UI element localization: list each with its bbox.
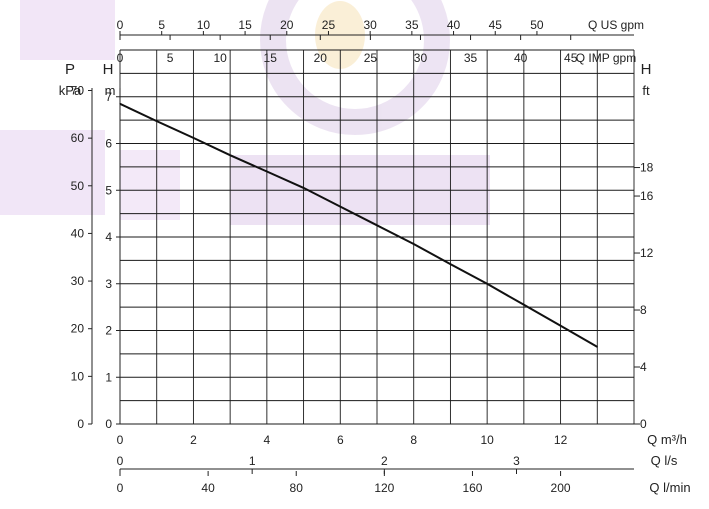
curve-point bbox=[597, 346, 598, 347]
lmin-scale-tick-label: 200 bbox=[551, 481, 571, 495]
pressure-axis-unit: kPa bbox=[59, 83, 82, 98]
curve-point bbox=[560, 325, 561, 326]
x-tick-label: 4 bbox=[264, 433, 271, 447]
head-m-axis-unit: m bbox=[105, 83, 116, 98]
head-ft-axis-label: H bbox=[641, 61, 652, 78]
chart-grid bbox=[120, 50, 634, 424]
head-ft-tick-label: 0 bbox=[640, 417, 647, 431]
imp-gpm-tick-label: 30 bbox=[414, 51, 428, 65]
head-ft-tick-label: 4 bbox=[640, 360, 647, 374]
ls-scale-tick-label: 3 bbox=[513, 454, 520, 468]
curve-point bbox=[450, 264, 451, 265]
us-gpm-tick-label: 25 bbox=[322, 18, 336, 32]
lmin-axis-label: Q l/min bbox=[649, 480, 690, 495]
x-axis-label: Q m³/h bbox=[647, 432, 687, 447]
head-m-tick-label: 1 bbox=[105, 370, 112, 384]
imp-gpm-tick-label: 5 bbox=[167, 51, 174, 65]
ls-scale-tick-label: 0 bbox=[117, 454, 124, 468]
head-m-axis-label: H bbox=[103, 61, 114, 78]
x-tick-label: 6 bbox=[337, 433, 344, 447]
lmin-scale-tick-label: 80 bbox=[290, 481, 304, 495]
head-ft-tick-label: 16 bbox=[640, 189, 654, 203]
us-gpm-tick-label: 45 bbox=[489, 18, 503, 32]
curve-point bbox=[487, 283, 488, 284]
lmin-scale-tick-label: 120 bbox=[374, 481, 394, 495]
curve-point bbox=[230, 155, 231, 156]
lmin-scale-tick-label: 0 bbox=[117, 481, 124, 495]
chart-curves bbox=[119, 103, 597, 347]
x-tick-label: 2 bbox=[190, 433, 197, 447]
x-tick-label: 8 bbox=[410, 433, 417, 447]
imp-gpm-tick-label: 15 bbox=[264, 51, 278, 65]
head-m-tick-label: 6 bbox=[105, 137, 112, 151]
x-tick-label: 0 bbox=[117, 433, 124, 447]
imp-gpm-tick-label: 25 bbox=[364, 51, 378, 65]
curve-point bbox=[523, 304, 524, 305]
lmin-scale-tick-label: 40 bbox=[201, 481, 215, 495]
head-m-tick-label: 4 bbox=[105, 230, 112, 244]
head-m-tick-label: 5 bbox=[105, 183, 112, 197]
pressure-axis-label: P bbox=[65, 61, 75, 78]
pressure-tick-label: 50 bbox=[71, 179, 85, 193]
pressure-tick-label: 60 bbox=[71, 131, 85, 145]
curve-point bbox=[193, 137, 194, 138]
pump-curve bbox=[120, 104, 597, 347]
us-gpm-tick-label: 0 bbox=[117, 18, 124, 32]
imp-gpm-tick-label: 20 bbox=[314, 51, 328, 65]
head-ft-axis-unit: ft bbox=[642, 83, 650, 98]
us-gpm-axis-label: Q US gpm bbox=[588, 18, 644, 32]
imp-gpm-tick-label: 0 bbox=[117, 51, 124, 65]
x-tick-label: 12 bbox=[554, 433, 568, 447]
chart-axes bbox=[88, 31, 640, 476]
tick-labels: 010203040506070PkPa01234567Hm048121618Hf… bbox=[59, 18, 691, 495]
curve-point bbox=[340, 206, 341, 207]
ls-scale-tick-label: 1 bbox=[249, 454, 256, 468]
imp-gpm-axis-label: Q IMP gpm bbox=[576, 51, 636, 65]
imp-gpm-tick-label: 35 bbox=[464, 51, 478, 65]
us-gpm-tick-label: 30 bbox=[363, 18, 377, 32]
imp-gpm-tick-label: 40 bbox=[514, 51, 528, 65]
pressure-tick-label: 10 bbox=[71, 369, 85, 383]
pressure-tick-label: 20 bbox=[71, 322, 85, 336]
head-ft-tick-label: 18 bbox=[640, 161, 654, 175]
ls-scale-tick-label: 2 bbox=[381, 454, 388, 468]
ls-axis-label: Q l/s bbox=[651, 453, 678, 468]
head-m-tick-label: 3 bbox=[105, 277, 112, 291]
us-gpm-tick-label: 40 bbox=[447, 18, 461, 32]
pressure-tick-label: 40 bbox=[71, 226, 85, 240]
us-gpm-tick-label: 10 bbox=[197, 18, 211, 32]
us-gpm-tick-label: 20 bbox=[280, 18, 294, 32]
us-gpm-tick-label: 35 bbox=[405, 18, 419, 32]
pressure-tick-label: 0 bbox=[77, 417, 84, 431]
curve-point bbox=[156, 120, 157, 121]
lmin-scale-tick-label: 160 bbox=[462, 481, 482, 495]
head-m-tick-label: 0 bbox=[105, 417, 112, 431]
curve-point bbox=[413, 243, 414, 244]
us-gpm-tick-label: 15 bbox=[238, 18, 252, 32]
us-gpm-tick-label: 50 bbox=[530, 18, 544, 32]
curve-point bbox=[119, 103, 120, 104]
us-gpm-tick-label: 5 bbox=[158, 18, 165, 32]
curve-point bbox=[266, 171, 267, 172]
pressure-tick-label: 30 bbox=[71, 274, 85, 288]
curve-point bbox=[376, 225, 377, 226]
head-ft-tick-label: 12 bbox=[640, 246, 654, 260]
imp-gpm-tick-label: 10 bbox=[213, 51, 227, 65]
head-m-tick-label: 2 bbox=[105, 324, 112, 338]
x-tick-label: 10 bbox=[480, 433, 494, 447]
curve-point bbox=[303, 187, 304, 188]
head-ft-tick-label: 8 bbox=[640, 303, 647, 317]
